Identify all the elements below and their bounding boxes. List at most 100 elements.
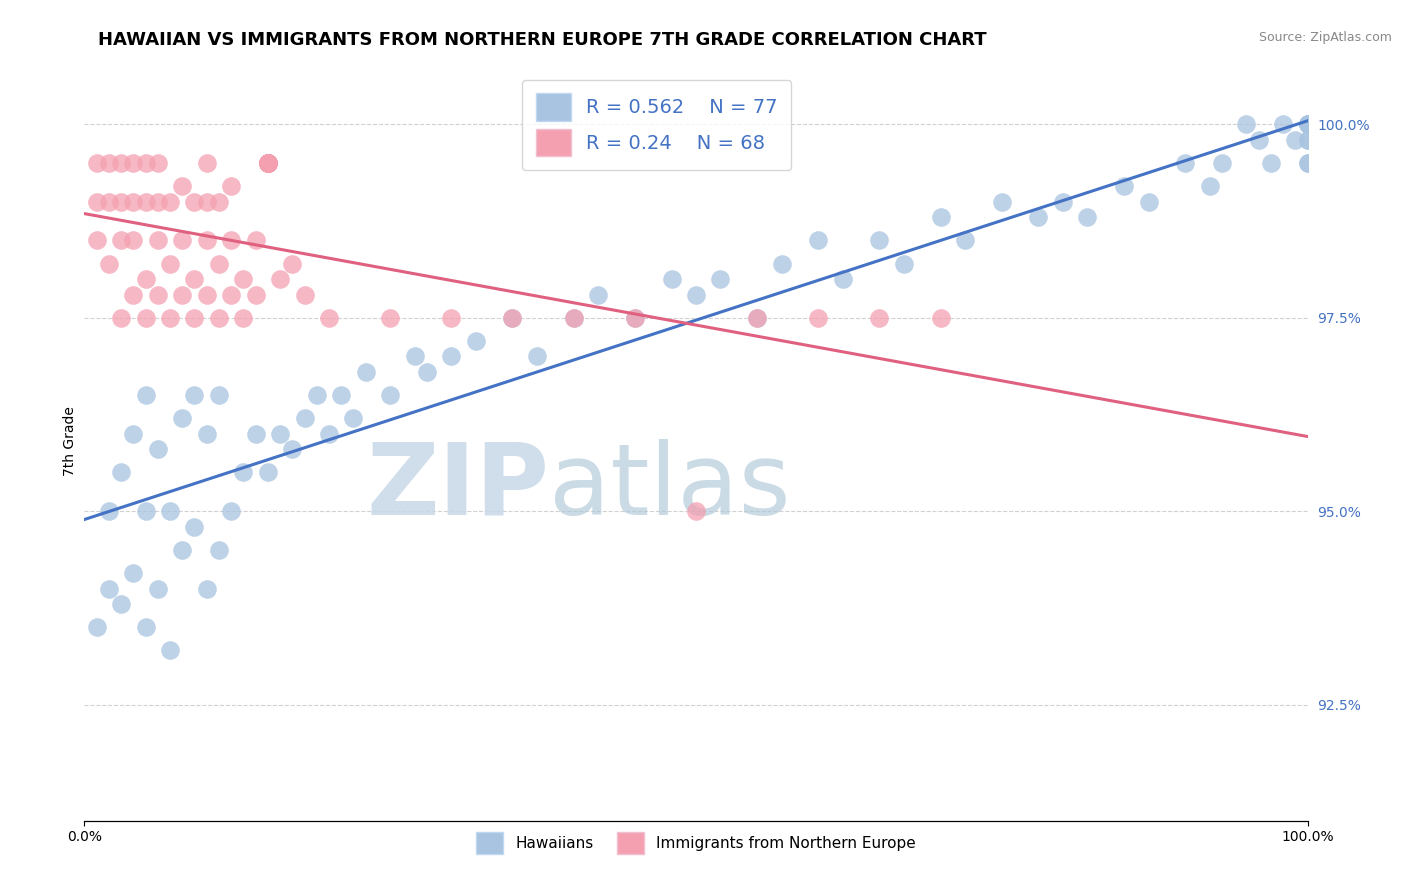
Point	[831, 272, 853, 286]
Point	[502, 310, 524, 325]
Point	[257, 156, 280, 170]
Point	[86, 233, 108, 247]
Point	[929, 310, 952, 325]
Point	[1296, 117, 1319, 131]
Point	[110, 233, 132, 247]
Point	[146, 442, 169, 457]
Point	[685, 504, 707, 518]
Point	[1296, 117, 1319, 131]
Text: ZIP: ZIP	[367, 439, 550, 535]
Point	[1272, 117, 1295, 131]
Point	[195, 233, 218, 247]
Point	[1296, 133, 1319, 147]
Point	[135, 504, 157, 518]
Point	[172, 179, 194, 194]
Point	[219, 233, 242, 247]
Point	[208, 194, 231, 209]
Point	[110, 194, 132, 209]
Point	[159, 504, 181, 518]
Point	[526, 350, 548, 364]
Point	[342, 411, 364, 425]
Point	[404, 350, 426, 364]
Point	[183, 310, 205, 325]
Point	[586, 287, 609, 301]
Point	[1296, 117, 1319, 131]
Point	[869, 310, 891, 325]
Point	[1236, 117, 1258, 131]
Point	[97, 582, 120, 596]
Point	[146, 156, 169, 170]
Point	[172, 542, 194, 557]
Point	[624, 310, 647, 325]
Point	[195, 287, 218, 301]
Point	[257, 156, 280, 170]
Point	[183, 194, 205, 209]
Point	[97, 504, 120, 518]
Legend: Hawaiians, Immigrants from Northern Europe: Hawaiians, Immigrants from Northern Euro…	[464, 820, 928, 866]
Point	[219, 179, 242, 194]
Point	[122, 287, 145, 301]
Point	[1296, 117, 1319, 131]
Point	[991, 194, 1014, 209]
Y-axis label: 7th Grade: 7th Grade	[63, 407, 77, 476]
Point	[172, 287, 194, 301]
Point	[135, 620, 157, 634]
Text: atlas: atlas	[550, 439, 790, 535]
Point	[110, 310, 132, 325]
Point	[257, 156, 280, 170]
Point	[747, 310, 769, 325]
Point	[380, 388, 402, 402]
Point	[208, 388, 231, 402]
Point	[122, 233, 145, 247]
Point	[135, 156, 157, 170]
Point	[86, 194, 108, 209]
Point	[893, 257, 915, 271]
Point	[122, 566, 145, 580]
Point	[1028, 210, 1050, 224]
Point	[1211, 156, 1233, 170]
Point	[122, 194, 145, 209]
Text: HAWAIIAN VS IMMIGRANTS FROM NORTHERN EUROPE 7TH GRADE CORRELATION CHART: HAWAIIAN VS IMMIGRANTS FROM NORTHERN EUR…	[98, 31, 987, 49]
Point	[110, 466, 132, 480]
Point	[330, 388, 353, 402]
Point	[208, 542, 231, 557]
Point	[562, 310, 585, 325]
Point	[440, 310, 463, 325]
Point	[1260, 156, 1282, 170]
Point	[1076, 210, 1098, 224]
Point	[747, 310, 769, 325]
Point	[807, 233, 830, 247]
Point	[146, 582, 169, 596]
Point	[661, 272, 683, 286]
Point	[183, 272, 205, 286]
Point	[464, 334, 486, 348]
Point	[624, 310, 647, 325]
Point	[135, 194, 157, 209]
Point	[110, 597, 132, 611]
Point	[159, 310, 181, 325]
Point	[269, 426, 291, 441]
Point	[685, 287, 707, 301]
Point	[1296, 156, 1319, 170]
Point	[97, 194, 120, 209]
Point	[135, 272, 157, 286]
Point	[562, 310, 585, 325]
Point	[354, 365, 377, 379]
Point	[146, 287, 169, 301]
Point	[208, 310, 231, 325]
Point	[159, 643, 181, 657]
Point	[1247, 133, 1270, 147]
Point	[318, 310, 340, 325]
Point	[172, 233, 194, 247]
Point	[172, 411, 194, 425]
Text: Source: ZipAtlas.com: Source: ZipAtlas.com	[1258, 31, 1392, 45]
Point	[294, 411, 316, 425]
Point	[135, 388, 157, 402]
Point	[257, 156, 280, 170]
Point	[953, 233, 976, 247]
Point	[380, 310, 402, 325]
Point	[97, 156, 120, 170]
Point	[183, 388, 205, 402]
Point	[135, 310, 157, 325]
Point	[232, 466, 254, 480]
